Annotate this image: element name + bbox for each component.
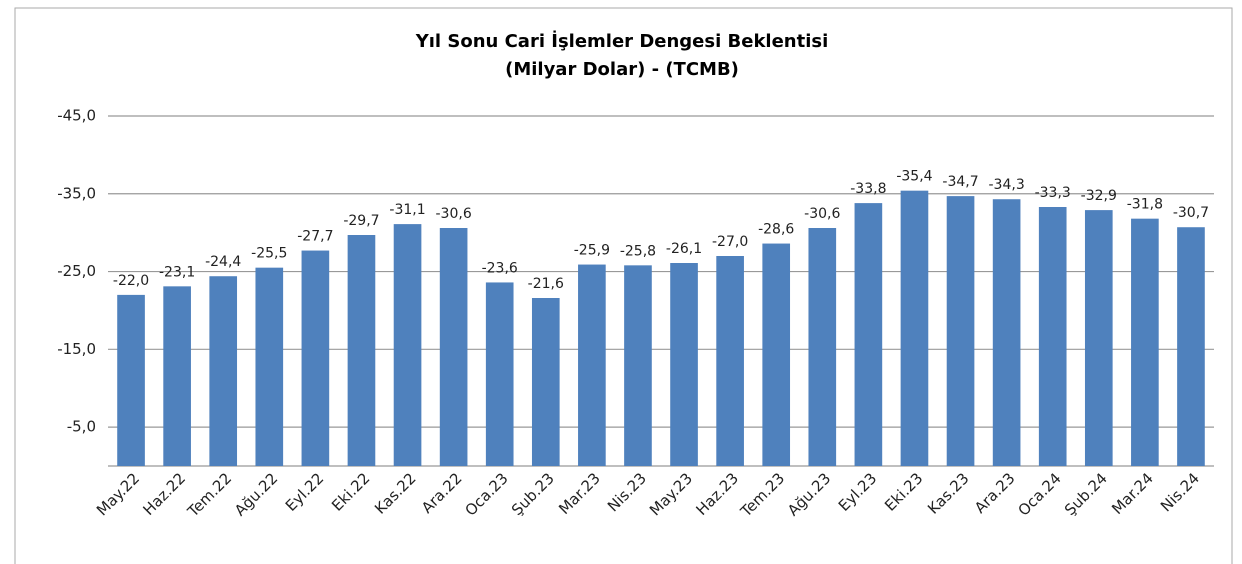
data-label: -25,9 <box>574 243 610 259</box>
y-tick-label: -5,0 <box>67 418 96 436</box>
bar <box>762 243 791 466</box>
bar <box>347 235 376 466</box>
bar <box>301 250 330 466</box>
bar <box>393 224 422 466</box>
y-tick-label: -35,0 <box>57 184 96 202</box>
data-label: -28,6 <box>758 222 794 238</box>
data-label: -34,3 <box>989 177 1025 193</box>
data-label: -30,7 <box>1173 205 1209 221</box>
bar <box>900 190 929 466</box>
data-label: -27,7 <box>297 229 333 245</box>
bar <box>854 203 883 466</box>
chart-subtitle: (Milyar Dolar) - (TCMB) <box>505 59 739 80</box>
bar <box>670 263 698 466</box>
bar <box>946 196 975 466</box>
y-tick-label: -45,0 <box>57 107 96 125</box>
data-label: -23,6 <box>482 260 518 276</box>
bar <box>624 265 652 466</box>
data-label: -26,1 <box>666 241 702 257</box>
data-label: -25,8 <box>620 243 656 259</box>
bar <box>716 256 744 466</box>
bar <box>1131 218 1159 466</box>
data-label: -30,6 <box>436 206 472 222</box>
data-label: -27,0 <box>712 234 748 250</box>
data-label: -34,7 <box>942 174 978 190</box>
data-label: -31,8 <box>1127 197 1163 213</box>
bar <box>531 298 560 466</box>
bar <box>255 267 284 466</box>
y-tick-label: -25,0 <box>57 262 96 280</box>
data-label: -35,4 <box>896 169 932 185</box>
bar <box>485 282 514 466</box>
data-label: -22,0 <box>113 273 149 289</box>
bar <box>1084 210 1113 466</box>
data-label: -33,3 <box>1035 185 1071 201</box>
data-label: -29,7 <box>343 213 379 229</box>
data-label: -30,6 <box>804 206 840 222</box>
data-label: -23,1 <box>159 264 195 280</box>
data-label: -21,6 <box>528 276 564 292</box>
data-label: -32,9 <box>1081 188 1117 204</box>
bar <box>117 294 145 466</box>
bar <box>992 199 1021 466</box>
bar <box>209 276 238 466</box>
bar <box>163 286 191 466</box>
bar <box>808 228 837 466</box>
bar <box>1038 207 1067 466</box>
bar <box>439 228 468 466</box>
y-tick-label: -15,0 <box>57 340 96 358</box>
chart-title: Yıl Sonu Cari İşlemler Dengesi Beklentis… <box>415 30 829 52</box>
data-label: -31,1 <box>389 202 425 218</box>
bar <box>578 264 606 466</box>
data-label: -25,5 <box>251 246 287 262</box>
data-label: -24,4 <box>205 254 241 270</box>
bar <box>1177 227 1205 466</box>
data-label: -33,8 <box>850 181 886 197</box>
